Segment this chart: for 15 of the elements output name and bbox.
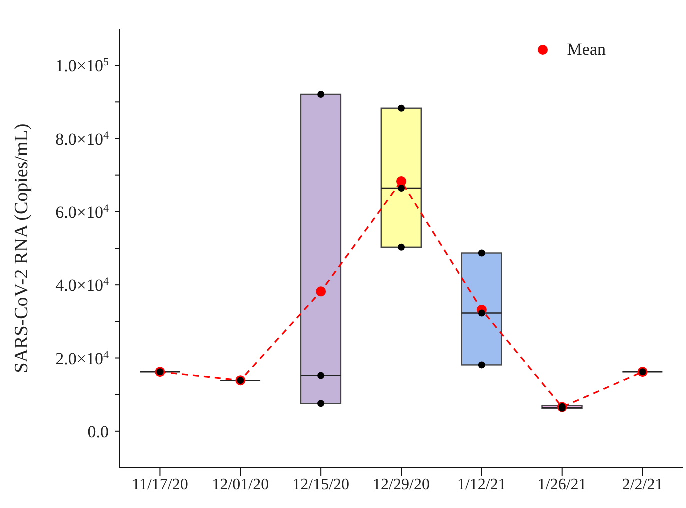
x-tick-label: 1/12/21: [457, 476, 506, 494]
x-tick-label: 11/17/20: [132, 476, 188, 494]
x-tick-label: 2/2/21: [622, 476, 664, 494]
y-tick-label: 2.0×10$^{4}$: [56, 349, 110, 368]
x-tick-label: 12/15/20: [292, 476, 350, 494]
y-tick-label: 8.0×10$^{4}$: [56, 130, 110, 149]
y-axis-title: SARS-CoV-2 RNA (Copies/mL): [12, 124, 33, 374]
legend-label: Mean: [567, 40, 606, 60]
y-tick-label: 0.0: [88, 422, 109, 442]
y-tick-label: 1.0×10$^{5}$: [56, 56, 110, 76]
x-tick-label: 1/26/21: [538, 476, 587, 494]
y-tick-label: 4.0×10$^{4}$: [56, 276, 110, 296]
x-tick-label: 12/01/20: [212, 476, 270, 494]
x-tick-label: 12/29/20: [373, 476, 430, 494]
y-tick-label: 6.0×10$^{4}$: [56, 202, 110, 222]
